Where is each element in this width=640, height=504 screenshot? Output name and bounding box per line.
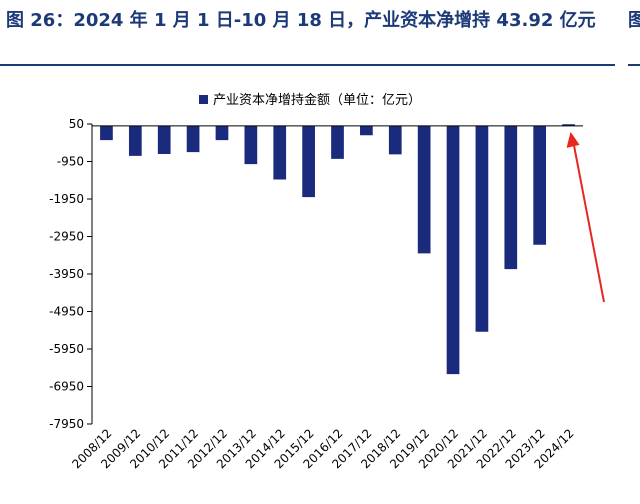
y-tick-label: -3950 xyxy=(49,267,84,281)
next-figure-title-fragment: 图 xyxy=(628,10,640,31)
y-tick-label: -2950 xyxy=(49,230,84,244)
legend-swatch xyxy=(199,95,208,104)
annotation-arrow-line xyxy=(571,137,605,303)
bar xyxy=(331,125,344,159)
next-title-underline xyxy=(628,64,640,66)
y-tick-label: -1950 xyxy=(49,192,84,206)
y-tick-label: 50 xyxy=(69,117,84,131)
bar xyxy=(215,125,229,141)
bar xyxy=(273,125,287,180)
bar xyxy=(562,124,575,126)
title-underline xyxy=(0,64,615,66)
bar xyxy=(100,125,113,141)
y-tick-label: -950 xyxy=(57,155,84,169)
y-tick-label: -5950 xyxy=(49,342,84,356)
bar-chart: 产业资本净增持金额（单位：亿元） 50 -950 -1950 -2950 -3950 -4… xyxy=(49,92,605,471)
bar xyxy=(504,125,518,270)
bar xyxy=(244,125,258,165)
bar xyxy=(475,125,489,332)
bars xyxy=(100,124,575,375)
y-tick-label: -4950 xyxy=(49,305,84,319)
bar xyxy=(360,125,373,136)
bar xyxy=(157,125,171,154)
annotation-arrow-head xyxy=(566,131,580,148)
bar xyxy=(533,125,547,245)
bar xyxy=(446,125,460,375)
bar xyxy=(417,125,431,254)
chart-legend: 产业资本净增持金额（单位：亿元） xyxy=(199,92,421,108)
bar xyxy=(186,125,200,153)
y-tick-label: -6950 xyxy=(49,380,84,394)
y-axis: 50 -950 -1950 -2950 -3950 -4950 -5950 -6950 -795… xyxy=(49,117,93,431)
bar xyxy=(302,125,315,198)
figure-title: 图 26：2024 年 1 月 1 日-10 月 18 日，产业资本净增持 43… xyxy=(6,10,596,31)
legend-label: 产业资本净增持金额（单位：亿元） xyxy=(213,92,421,108)
annotations xyxy=(566,131,605,303)
y-tick-label: -7950 xyxy=(49,417,84,431)
bar xyxy=(128,125,142,156)
bar xyxy=(388,125,402,155)
